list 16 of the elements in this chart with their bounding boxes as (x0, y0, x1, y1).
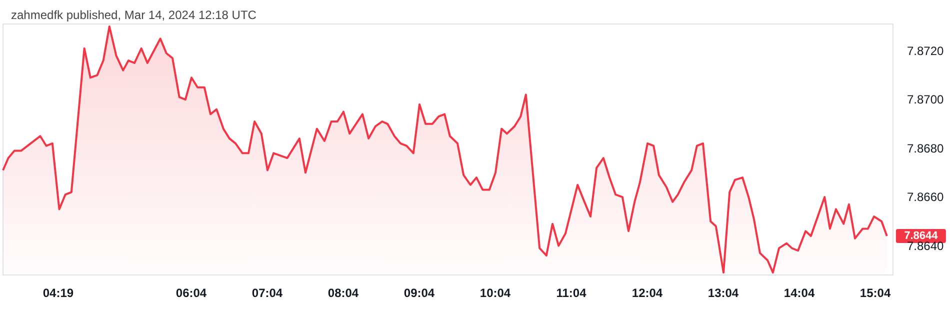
x-tick-label: 06:04 (176, 286, 207, 300)
y-tick-label: 7.8720 (907, 44, 944, 58)
x-tick-label: 12:04 (632, 286, 663, 300)
y-tick-label: 7.8680 (907, 141, 944, 156)
y-tick-label: 7.8660 (907, 190, 944, 204)
x-tick-label: 13:04 (708, 286, 739, 300)
x-tick-label: 09:04 (404, 286, 435, 300)
x-tick-label: 07:04 (252, 286, 283, 300)
x-tick-label: 11:04 (556, 286, 587, 300)
x-tick-label: 14:04 (784, 286, 815, 300)
x-tick-label: 15:04 (860, 286, 891, 300)
x-tick-label: 04:19 (42, 286, 74, 300)
chart-title: zahmedfk published, Mar 14, 2024 12:18 UTC (11, 8, 257, 22)
y-tick-label: 7.8700 (907, 92, 944, 107)
x-tick-label: 08:04 (328, 286, 359, 300)
x-tick-label: 10:04 (480, 286, 511, 300)
